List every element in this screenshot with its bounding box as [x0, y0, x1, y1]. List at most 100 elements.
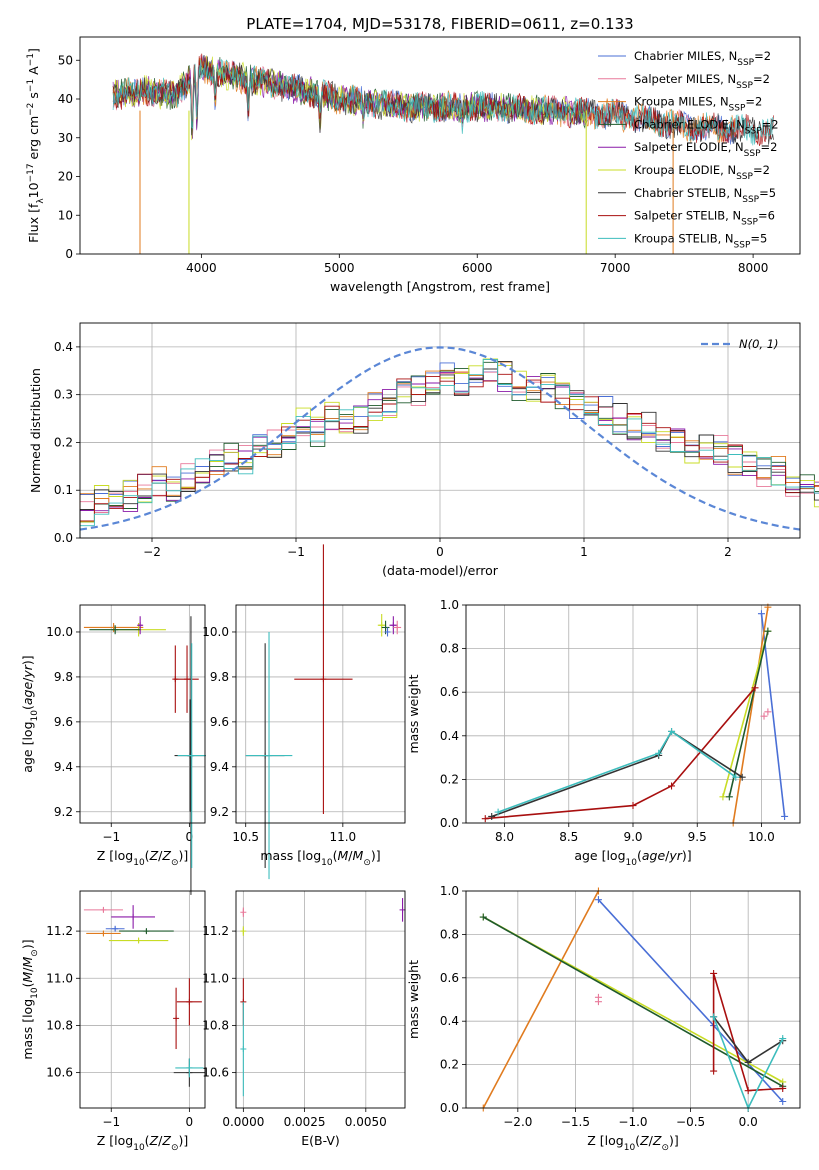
- legend-entry: Salpeter ELODIE, NSSP=2: [634, 140, 777, 159]
- y-tick-label: 0.0: [54, 531, 73, 545]
- data-point: [764, 708, 772, 716]
- x-axis-label: (data-model)/error: [382, 563, 499, 578]
- x-tick-label: 4000: [186, 261, 217, 275]
- data-point: [100, 930, 107, 937]
- data-point: [320, 676, 327, 683]
- legend-entry: Chabrier ELODIE, NSSP=2: [634, 117, 779, 136]
- x-tick-label: 2: [724, 545, 732, 559]
- y-tick-label: 0.4: [54, 340, 73, 354]
- y-tick-label: 0.4: [440, 1014, 459, 1028]
- data-point: [760, 712, 768, 720]
- x-tick-label: 7000: [600, 261, 631, 275]
- x-tick-label: 8000: [738, 261, 769, 275]
- age-vs-metallicity-panel: −1 0 9.2 9.4 9.6 9.8 10.0 Z [log10(Z/Z⊙)] age [l…: [20, 604, 206, 895]
- y-axis-label: Flux [fλ10−17 erg cm−2 s−1 A−1]: [26, 48, 46, 243]
- data-point: [738, 773, 746, 781]
- y-tick-label: 20: [58, 170, 73, 184]
- x-tick-label: −1: [102, 830, 120, 844]
- data-point: [137, 622, 144, 629]
- data-point: [240, 909, 247, 916]
- data-point: [173, 1015, 180, 1022]
- y-tick-label: 0.6: [440, 685, 459, 699]
- x-tick-label: −1.5: [561, 1115, 590, 1129]
- x-axis-label: Z [log10(Z/Z⊙)]: [97, 848, 189, 868]
- histogram-series: [79, 371, 819, 538]
- x-tick-label: 0.0025: [284, 1115, 326, 1129]
- y-tick-label: 9.6: [54, 715, 73, 729]
- data-point: [184, 676, 191, 683]
- y-tick-label: 10.0: [46, 625, 73, 639]
- data-point: [719, 793, 727, 801]
- x-tick-label: −2.0: [503, 1115, 532, 1129]
- x-tick-label: −2: [143, 545, 161, 559]
- data-point: [594, 993, 602, 1001]
- data-point: [240, 928, 247, 935]
- y-tick-label: 11.0: [202, 971, 229, 985]
- y-tick-label: 10.0: [202, 625, 229, 639]
- x-tick-label: 5000: [324, 261, 355, 275]
- y-tick-label: 50: [58, 53, 73, 67]
- spectrum-panel: 4000 5000 6000 7000 8000 0 10 20 30 40 50 wavelengt…: [26, 36, 801, 294]
- legend-entry: Salpeter STELIB, NSSP=6: [634, 209, 775, 228]
- data-point: [779, 1097, 787, 1105]
- data-point: [751, 684, 759, 692]
- y-tick-label: 10.8: [46, 1018, 73, 1032]
- y-tick-label: 1.0: [440, 884, 459, 898]
- x-tick-label: 9.0: [623, 830, 642, 844]
- mass-weight-vs-metallicity-panel: −2.0 −1.5 −1.0 −0.5 0.0 0.0 0.2 0.4 0.6 0.8 1.0 Z […: [406, 884, 801, 1153]
- data-point: [629, 802, 637, 810]
- data-point: [384, 628, 391, 635]
- data-point: [732, 773, 740, 781]
- data-point: [668, 782, 676, 790]
- x-tick-label: −0.5: [676, 1115, 705, 1129]
- y-axis-label: Normed distribution: [28, 368, 43, 493]
- mass-weight-line: [482, 916, 784, 1087]
- mass-weight-line: [732, 607, 769, 824]
- y-tick-label: 10.8: [202, 1018, 229, 1032]
- age-vs-mass-panel: 10.5 11.0 9.2 9.4 9.6 9.8 10.0 mass [log10(M/M⊙…: [202, 544, 406, 880]
- x-tick-label: 1: [580, 545, 588, 559]
- data-point: [668, 727, 676, 735]
- y-tick-label: 0.8: [440, 642, 459, 656]
- axes-frame: [235, 604, 406, 824]
- y-axis-label: mass weight: [406, 674, 421, 753]
- y-tick-label: 0.2: [440, 772, 459, 786]
- histogram-series: [79, 359, 819, 538]
- y-tick-label: 0.3: [54, 388, 73, 402]
- data-point: [112, 626, 119, 633]
- data-point: [481, 815, 489, 823]
- mass-weight-vs-age-panel: 8.0 8.5 9.0 9.5 10.0 0.0 0.2 0.4 0.6 0.8 1.0 age [l…: [406, 598, 801, 868]
- data-point: [710, 1067, 718, 1075]
- y-tick-label: 9.4: [210, 760, 229, 774]
- x-tick-label: 8.0: [495, 830, 514, 844]
- histogram-series: [79, 360, 819, 538]
- data-point: [779, 1035, 787, 1043]
- y-tick-label: 9.4: [54, 760, 73, 774]
- mass-weight-line: [728, 631, 769, 797]
- legend-entry: Kroupa MILES, NSSP=2: [634, 95, 762, 114]
- x-axis-label: E(B-V): [301, 1133, 340, 1148]
- x-tick-label: 9.5: [688, 830, 707, 844]
- mass-weight-line: [491, 730, 743, 818]
- x-tick-label: −1: [287, 545, 305, 559]
- mass-vs-metallicity-panel: −1 0 10.6 10.8 11.0 11.2 Z [log10(Z/Z⊙)] mass […: [20, 890, 206, 1153]
- data-point: [186, 1064, 193, 1071]
- y-tick-label: 9.8: [210, 670, 229, 684]
- legend-entry: N(0, 1): [739, 337, 779, 351]
- x-tick-label: 0.0050: [345, 1115, 387, 1129]
- data-point: [488, 812, 496, 820]
- spectrum-series-line: [112, 55, 588, 141]
- data-point: [494, 808, 502, 816]
- data-point: [710, 1013, 718, 1021]
- legend-entry: Chabrier MILES, NSSP=2: [634, 49, 771, 68]
- data-point: [112, 925, 119, 932]
- y-tick-label: 40: [58, 92, 73, 106]
- data-point: [143, 928, 150, 935]
- x-axis-label: age [log10(age/yr)]: [574, 848, 691, 868]
- y-tick-label: 11.2: [202, 924, 229, 938]
- y-tick-label: 0.2: [54, 435, 73, 449]
- data-point: [130, 913, 137, 920]
- x-tick-label: 0: [436, 545, 444, 559]
- y-tick-label: 0.8: [440, 927, 459, 941]
- axes-frame: [465, 604, 801, 824]
